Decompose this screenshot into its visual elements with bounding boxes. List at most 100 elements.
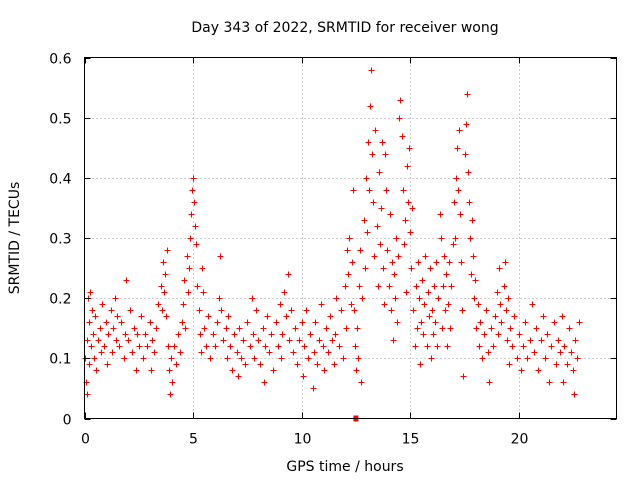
data-point xyxy=(349,259,356,266)
data-point xyxy=(564,361,571,368)
data-point xyxy=(566,325,573,332)
data-point xyxy=(236,325,243,332)
data-point xyxy=(361,217,368,224)
data-point xyxy=(490,343,497,350)
data-point xyxy=(406,145,413,152)
data-point xyxy=(458,259,465,266)
data-point xyxy=(346,235,353,242)
data-point xyxy=(505,295,512,302)
data-point xyxy=(422,253,429,260)
data-point xyxy=(504,337,511,344)
y-tick-label: 0.5 xyxy=(49,112,71,128)
data-point xyxy=(149,337,156,344)
data-point xyxy=(123,277,130,284)
data-point xyxy=(445,301,452,308)
data-point xyxy=(546,379,553,386)
data-point xyxy=(101,343,108,350)
data-point xyxy=(380,265,387,272)
data-point xyxy=(270,367,277,374)
data-point xyxy=(506,361,513,368)
data-point xyxy=(249,295,256,302)
data-point xyxy=(509,343,516,350)
data-point xyxy=(223,325,230,332)
data-point xyxy=(395,253,402,260)
y-tick-label: 0.6 xyxy=(49,52,71,68)
data-point xyxy=(86,319,93,326)
data-point xyxy=(421,301,428,308)
x-tick-label: 5 xyxy=(189,432,198,448)
data-point xyxy=(288,307,295,314)
data-point xyxy=(108,307,115,314)
data-point xyxy=(410,307,417,314)
data-point xyxy=(279,331,286,338)
data-point xyxy=(548,343,555,350)
data-point xyxy=(169,379,176,386)
data-point xyxy=(325,349,332,356)
x-axis-label: GPS time / hours xyxy=(286,459,403,475)
data-point xyxy=(217,253,224,260)
data-point xyxy=(147,319,154,326)
data-point xyxy=(312,319,319,326)
data-point xyxy=(87,289,94,296)
data-point xyxy=(88,343,95,350)
data-point xyxy=(351,307,358,314)
data-point xyxy=(570,367,577,374)
data-point xyxy=(370,199,377,206)
data-point xyxy=(199,265,206,272)
data-point xyxy=(364,229,371,236)
data-point xyxy=(321,367,328,374)
y-tick-label: 0 xyxy=(63,413,72,429)
data-point xyxy=(129,349,136,356)
y-axis-label: SRMTID / TECUs xyxy=(7,182,23,295)
data-point xyxy=(260,325,267,332)
data-point xyxy=(234,349,241,356)
data-point xyxy=(572,337,579,344)
data-point xyxy=(299,319,306,326)
data-point xyxy=(114,313,121,320)
data-point xyxy=(161,289,168,296)
data-point xyxy=(475,301,482,308)
data-point xyxy=(131,325,138,332)
data-point xyxy=(359,295,366,302)
data-point xyxy=(497,301,504,308)
data-point xyxy=(544,331,551,338)
data-point xyxy=(431,283,438,290)
data-point xyxy=(350,187,357,194)
data-point xyxy=(84,391,91,398)
y-tick-label: 0.1 xyxy=(49,352,71,368)
data-point xyxy=(459,307,466,314)
data-point xyxy=(273,319,280,326)
data-point xyxy=(301,343,308,350)
data-point xyxy=(98,349,105,356)
data-point xyxy=(559,313,566,320)
data-point xyxy=(235,373,242,380)
data-point xyxy=(242,361,249,368)
data-point xyxy=(516,331,523,338)
data-point xyxy=(240,337,247,344)
data-point xyxy=(514,355,521,362)
data-point xyxy=(430,331,437,338)
data-point xyxy=(511,313,518,320)
data-point xyxy=(501,283,508,290)
data-point xyxy=(303,307,310,314)
data-point xyxy=(148,367,155,374)
data-point xyxy=(333,295,340,302)
data-points xyxy=(82,67,583,398)
data-point xyxy=(368,67,375,74)
data-point xyxy=(171,343,178,350)
data-point xyxy=(84,337,91,344)
data-point xyxy=(247,343,254,350)
data-point xyxy=(372,127,379,134)
data-point xyxy=(318,301,325,308)
data-point xyxy=(345,271,352,278)
data-point xyxy=(416,295,423,302)
data-point xyxy=(413,283,420,290)
data-point xyxy=(348,301,355,308)
data-point xyxy=(468,271,475,278)
data-point xyxy=(571,391,578,398)
data-point xyxy=(407,229,414,236)
data-point xyxy=(338,307,345,314)
data-point xyxy=(381,301,388,308)
data-point xyxy=(251,355,258,362)
data-point xyxy=(112,295,119,302)
